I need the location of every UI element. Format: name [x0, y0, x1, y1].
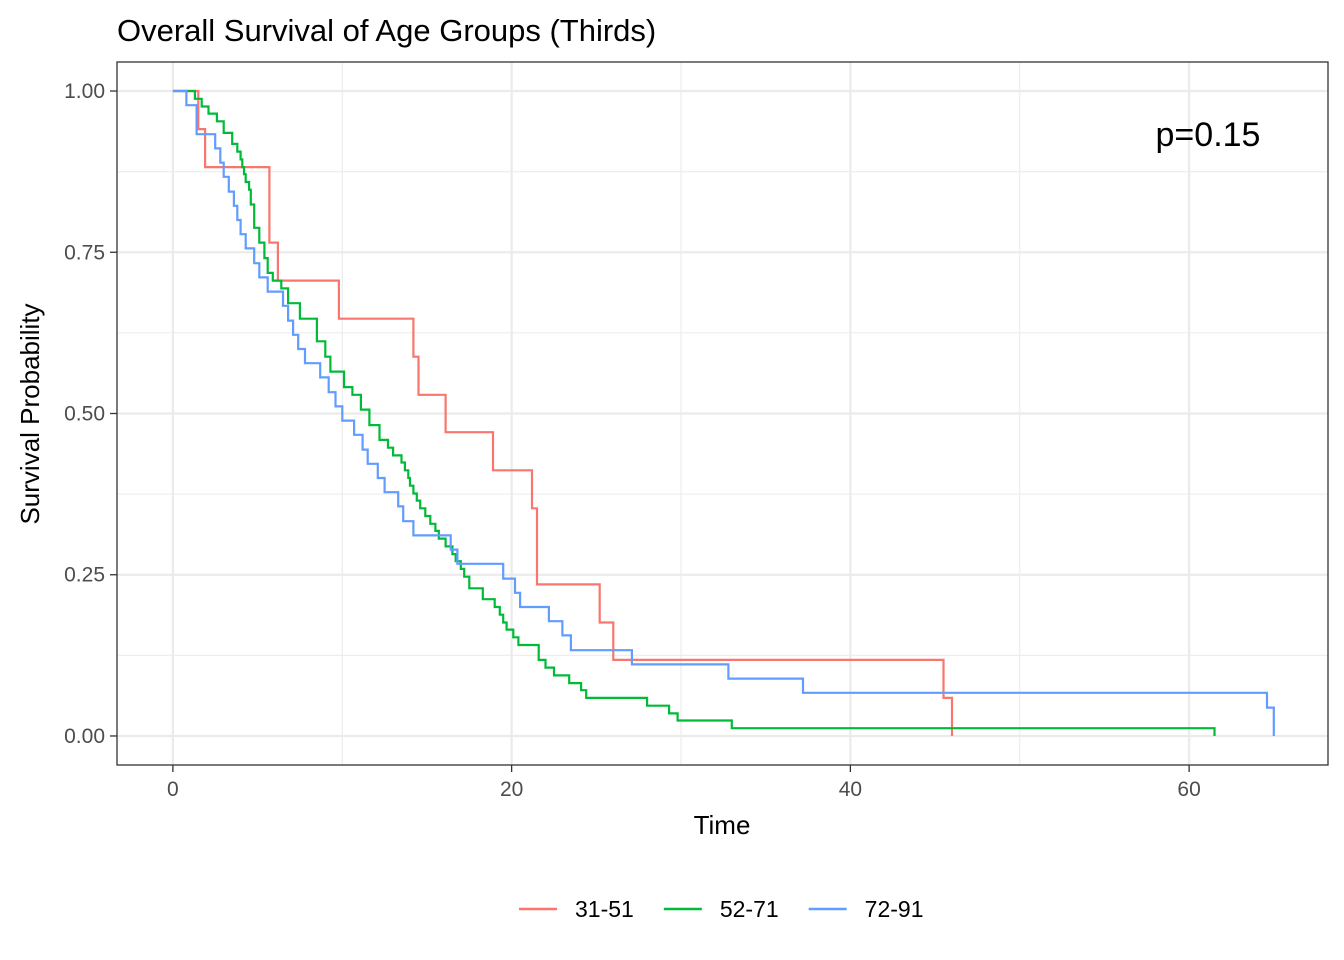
major-gridlines — [117, 62, 1328, 765]
y-axis-title: Survival Probability — [15, 303, 45, 524]
x-tick-label: 40 — [839, 778, 862, 801]
y-tick-label: 0.75 — [64, 241, 105, 264]
y-tick-label: 0.25 — [64, 564, 105, 587]
x-axis-title: Time — [694, 810, 751, 840]
y-tick-label: 1.00 — [64, 80, 105, 103]
y-axis: 0.00 0.25 0.50 0.75 1.00 — [64, 80, 117, 748]
legend-label-72-91: 72-91 — [865, 896, 924, 922]
chart-title: Overall Survival of Age Groups (Thirds) — [117, 13, 656, 48]
legend: 31-51 52-71 72-91 — [519, 896, 923, 922]
x-tick-label: 60 — [1177, 778, 1200, 801]
x-axis: 0 20 40 60 — [167, 765, 1201, 801]
y-tick-label: 0.00 — [64, 725, 105, 748]
legend-label-52-71: 52-71 — [720, 896, 779, 922]
survival-curves — [172, 89, 1275, 736]
survival-curve-72-91 — [172, 89, 1275, 736]
x-tick-label: 20 — [500, 778, 523, 801]
p-value-annotation: p=0.15 — [1156, 116, 1261, 154]
x-tick-label: 0 — [167, 778, 179, 801]
survival-curve-31-51 — [172, 89, 954, 736]
y-tick-label: 0.50 — [64, 403, 105, 426]
survival-curve-52-71 — [172, 89, 1216, 736]
legend-label-31-51: 31-51 — [575, 896, 634, 922]
